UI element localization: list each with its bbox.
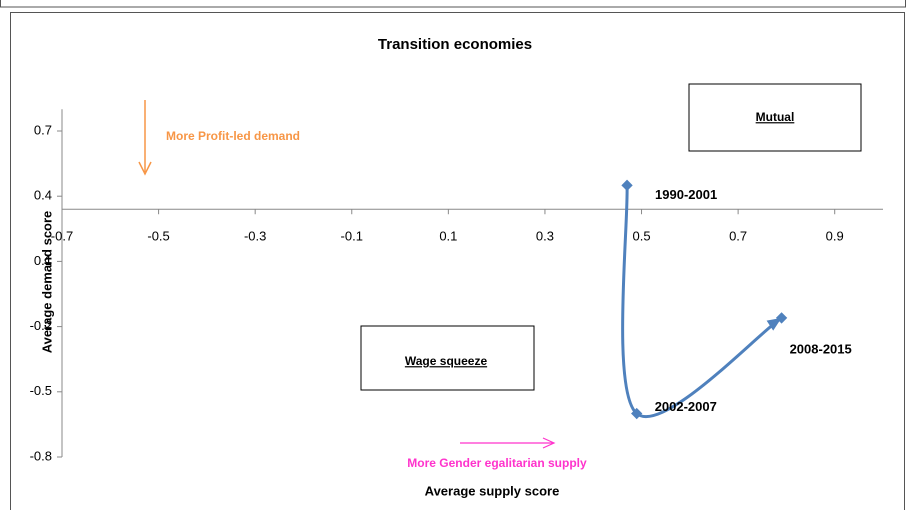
y-tick-label: -0.5 — [30, 383, 52, 398]
y-tick-label: -0.2 — [30, 318, 52, 333]
y-tick-label: 0.7 — [34, 122, 52, 137]
x-tick-label: -0.1 — [341, 229, 363, 244]
y-tick-label: 0.1 — [34, 253, 52, 268]
y-tick-label: 0.4 — [34, 188, 52, 203]
x-tick-label: -0.7 — [51, 229, 73, 244]
wage-label: Wage squeeze — [405, 354, 488, 368]
point-label: 1990-2001 — [655, 187, 717, 202]
x-tick-label: 0.7 — [729, 229, 747, 244]
arrowhead — [766, 317, 782, 331]
profit-arrowhead — [138, 161, 152, 176]
frame-top — [0, 0, 906, 8]
gender-label: More Gender egalitarian supply — [407, 456, 587, 470]
x-tick-label: -0.5 — [147, 229, 169, 244]
point — [621, 179, 633, 191]
profit-label: More Profit-led demand — [166, 129, 300, 143]
x-tick-label: -0.3 — [244, 229, 266, 244]
point-label: 2002-2007 — [655, 399, 717, 414]
x-tick-label: 0.9 — [826, 229, 844, 244]
mutual-box — [688, 83, 862, 152]
x-tick-label: 0.3 — [536, 229, 554, 244]
x-axis-label: Average supply score — [425, 483, 560, 498]
gender-arrowhead — [542, 437, 556, 449]
mutual-label: Mutual — [756, 110, 795, 124]
chart-title: Transition economies — [378, 36, 532, 53]
x-tick-label: 0.1 — [439, 229, 457, 244]
point — [775, 312, 788, 324]
point-label: 2008-2015 — [790, 341, 852, 356]
y-tick-label: -0.8 — [30, 448, 52, 463]
x-tick-label: 0.5 — [632, 229, 650, 244]
wage-box — [360, 325, 535, 391]
y-axis-label: Average demand score — [39, 211, 54, 354]
point — [631, 407, 643, 420]
